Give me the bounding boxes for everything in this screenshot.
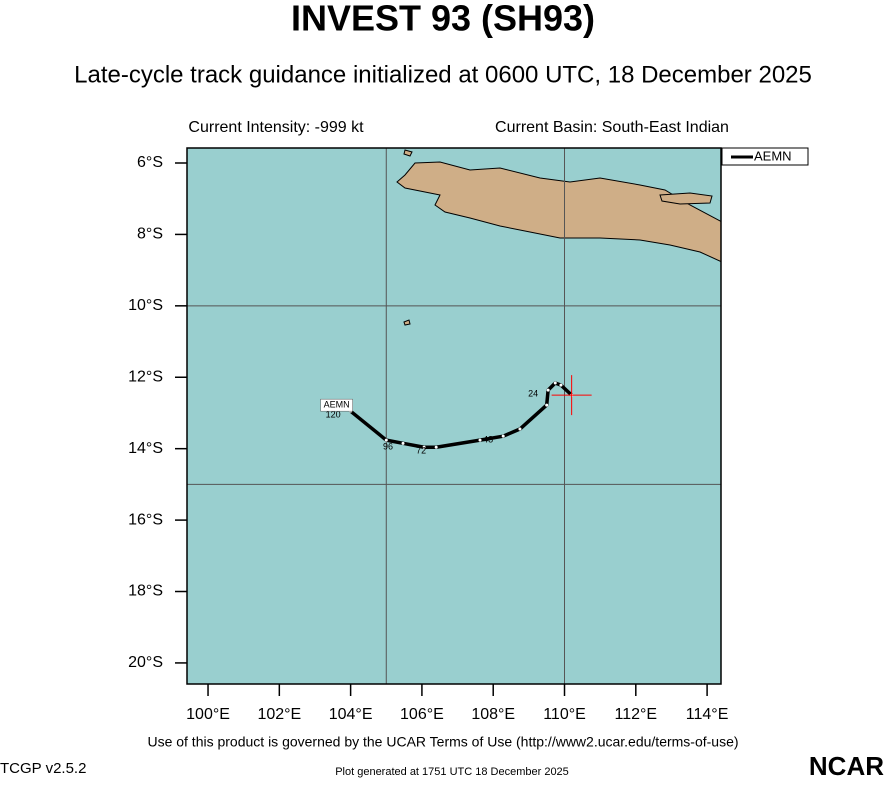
track-point bbox=[434, 445, 438, 449]
x-tick-label: 100°E bbox=[186, 706, 230, 723]
track-point bbox=[384, 438, 388, 442]
y-tick-label: 20°S bbox=[128, 654, 163, 671]
current-basin: Current Basin: South-East Indian bbox=[495, 119, 729, 136]
x-tick-label: 106°E bbox=[400, 706, 444, 723]
y-tick-label: 10°S bbox=[128, 297, 163, 314]
plot-frame bbox=[186, 147, 722, 685]
y-tick-label: 12°S bbox=[128, 368, 163, 385]
track-point bbox=[401, 441, 405, 445]
track-point bbox=[545, 403, 549, 407]
track-point bbox=[553, 381, 557, 385]
terms: Use of this product is governed by the U… bbox=[147, 734, 738, 750]
y-tick-label: 14°S bbox=[128, 440, 163, 457]
tau-label: 72 bbox=[416, 446, 426, 456]
subtitle: Late-cycle track guidance initialized at… bbox=[74, 61, 812, 88]
land bbox=[396, 149, 721, 326]
madura bbox=[659, 192, 713, 205]
generated: Plot generated at 1751 UTC 18 December 2… bbox=[335, 766, 569, 778]
island bbox=[403, 319, 411, 326]
track-point bbox=[478, 438, 482, 442]
track-point bbox=[559, 383, 563, 387]
legend-box bbox=[721, 147, 809, 166]
track-label-box bbox=[320, 398, 353, 412]
y-tick-label: 16°S bbox=[128, 511, 163, 528]
tau-label: 24 bbox=[528, 388, 538, 398]
x-tick-label: 104°E bbox=[329, 706, 373, 723]
x-tick-label: 112°E bbox=[615, 706, 658, 723]
legend-label: AEMN bbox=[754, 148, 792, 163]
island bbox=[403, 149, 413, 157]
track-point bbox=[501, 434, 505, 438]
track-label: AEMN bbox=[324, 400, 350, 410]
y-tick-label: 6°S bbox=[137, 154, 163, 171]
tau-label: 48 bbox=[483, 435, 493, 445]
track-point bbox=[422, 445, 426, 449]
current-intensity: Current Intensity: -999 kt bbox=[188, 119, 364, 136]
y-tick-label: 18°S bbox=[128, 583, 163, 600]
track-point bbox=[546, 388, 550, 392]
x-tick-label: 114°E bbox=[686, 706, 729, 723]
title: INVEST 93 (SH93) bbox=[291, 0, 595, 39]
logo: NCAR bbox=[809, 751, 884, 780]
x-tick-label: 110°E bbox=[543, 706, 586, 723]
track-point bbox=[518, 427, 522, 431]
x-tick-label: 108°E bbox=[471, 706, 515, 723]
tau-label: 120 bbox=[326, 410, 341, 420]
version: TCGP v2.5.2 bbox=[0, 760, 86, 777]
tau-label: 96 bbox=[383, 442, 393, 452]
y-tick-label: 8°S bbox=[137, 226, 163, 243]
java bbox=[396, 161, 721, 263]
x-tick-label: 102°E bbox=[257, 706, 301, 723]
